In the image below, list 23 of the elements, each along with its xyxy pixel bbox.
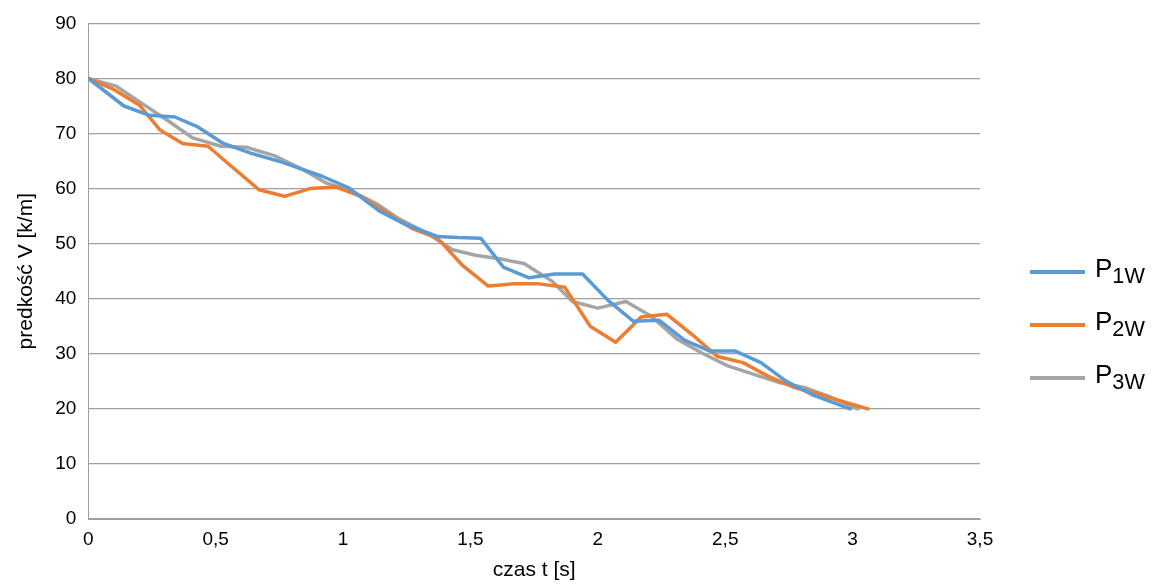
y-tick-label: 90 — [55, 11, 77, 33]
x-tick-label: 1 — [337, 527, 349, 549]
legend-label: P$_{1W}$ — [1095, 253, 1145, 290]
y-tick-label: 50 — [55, 231, 77, 253]
x-tick-label: 3,5 — [966, 527, 994, 549]
x-tick-label: 2 — [592, 527, 604, 549]
x-tick-label: 0 — [83, 527, 94, 549]
y-tick-label: 80 — [55, 66, 77, 88]
y-tick-label: 20 — [55, 397, 77, 419]
y-tick-label: 40 — [55, 286, 77, 308]
y-tick-label: 30 — [55, 342, 77, 364]
y-tick-label: 60 — [55, 176, 77, 198]
x-tick-label: 0,5 — [202, 527, 229, 549]
y-tick-label: 0 — [65, 507, 77, 529]
x-axis-title: czas t [s] — [492, 557, 576, 581]
legend-label: P$_{2W}$ — [1095, 306, 1145, 343]
x-tick-label: 3 — [847, 527, 858, 549]
legend-label: P$_{3W}$ — [1095, 359, 1145, 396]
x-tick-label: 2,5 — [712, 527, 739, 549]
x-tick-label: 1,5 — [457, 527, 484, 549]
y-axis-title: predkość V [k/m] — [13, 193, 37, 350]
y-tick-label: 10 — [55, 452, 77, 474]
y-tick-label: 70 — [55, 121, 77, 143]
